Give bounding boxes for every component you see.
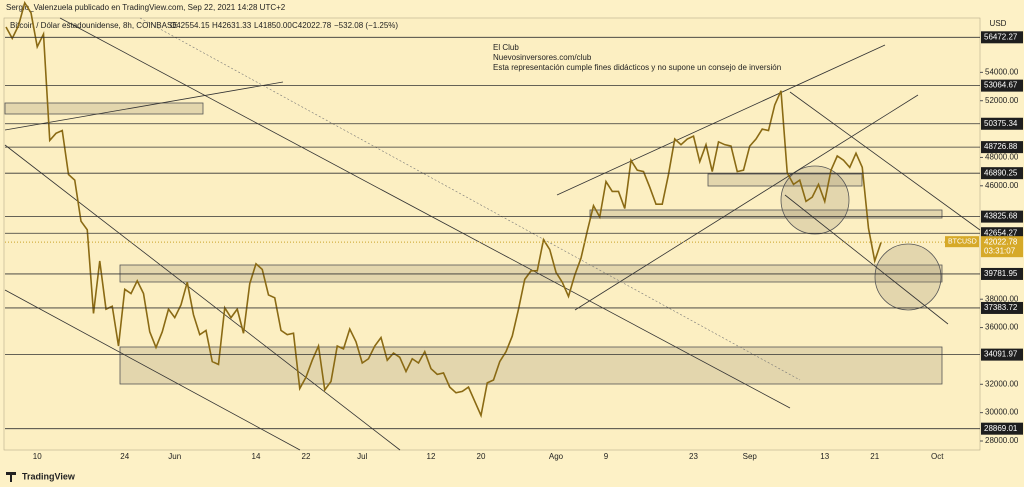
zone — [589, 209, 943, 219]
y-tick-label: 54000.00 — [985, 67, 1019, 76]
x-tick-label: 23 — [689, 452, 698, 461]
level-badge — [981, 117, 1023, 130]
level-badge — [981, 31, 1023, 44]
plot-area — [3, 17, 981, 451]
trendline — [59, 17, 791, 409]
y-tick-label: 30000.00 — [985, 408, 1019, 417]
y-tick-label: 48000.00 — [985, 153, 1019, 162]
symbol: Bitcoin / Dólar estadounidense, 8h, COIN… — [10, 21, 178, 30]
x-tick-label: 24 — [120, 452, 129, 461]
level-label: 50375.34 — [984, 119, 1018, 128]
y-tick-label: 52000.00 — [985, 96, 1019, 105]
symbol-label: BTCUSD — [948, 239, 977, 246]
level-badge — [981, 141, 1023, 154]
y-tick-label: 36000.00 — [985, 323, 1019, 332]
level-label: 46890.25 — [984, 168, 1018, 177]
zone — [707, 173, 863, 187]
annotation: Esta representación cumple fines didácti… — [493, 63, 781, 72]
y-tick-label: 28000.00 — [985, 436, 1019, 445]
x-tick-label: Jun — [168, 452, 181, 461]
price-label: 42022.78 — [984, 237, 1018, 246]
circle — [874, 243, 942, 311]
currency: USD — [990, 19, 1007, 28]
level-label: 34091.97 — [984, 350, 1018, 359]
x-tick-label: 21 — [870, 452, 879, 461]
y-tick-label: 38000.00 — [985, 294, 1019, 303]
zone — [119, 346, 943, 385]
level-label: 53064.67 — [984, 81, 1018, 90]
x-tick-label: Ago — [549, 452, 564, 461]
annotation: Nuevosinversores.com/club — [493, 53, 592, 62]
brand: TradingView — [22, 471, 76, 481]
ohlc: −532.08 (−1.25%) — [334, 21, 398, 30]
trendline — [4, 144, 401, 451]
trendline — [789, 91, 981, 231]
ohlc: C42022.78 — [292, 21, 332, 30]
level-label: 28869.01 — [984, 424, 1018, 433]
zone — [4, 102, 204, 115]
price-badge — [981, 236, 1023, 258]
x-tick-label: Sep — [743, 452, 758, 461]
trendline — [556, 44, 886, 196]
level-label: 48726.88 — [984, 142, 1018, 151]
trendline — [4, 81, 284, 131]
x-tick-label: 12 — [427, 452, 436, 461]
drawings — [4, 17, 981, 451]
level-badge — [981, 167, 1023, 180]
price-line — [5, 0, 882, 419]
x-tick-label: 13 — [820, 452, 829, 461]
ohlc: H42631.33 — [212, 21, 252, 30]
x-tick-label: Oct — [931, 452, 944, 461]
symbol-badge — [945, 236, 979, 248]
x-tick-label: 22 — [302, 452, 311, 461]
ohlc: L41850.00 — [254, 21, 292, 30]
zone — [119, 264, 943, 283]
level-badge — [981, 301, 1023, 314]
level-badge — [981, 79, 1023, 92]
level-label: 56472.27 — [984, 32, 1018, 41]
y-tick-label: 32000.00 — [985, 379, 1019, 388]
level-label: 39781.95 — [984, 269, 1018, 278]
x-tick-label: Jul — [357, 452, 367, 461]
level-label: 42654.27 — [984, 228, 1018, 237]
trendline — [4, 289, 301, 451]
x-tick-label: 9 — [604, 452, 609, 461]
level-label: 37383.72 — [984, 303, 1018, 312]
level-badge — [981, 348, 1023, 361]
y-tick-label: 46000.00 — [985, 181, 1019, 190]
level-badge — [981, 422, 1023, 435]
logo — [6, 472, 16, 482]
countdown: 03:31:07 — [984, 246, 1016, 255]
trendline — [139, 17, 801, 381]
ohlc: O42554.15 — [170, 21, 210, 30]
level-label: 43825.68 — [984, 212, 1018, 221]
level-badge — [981, 267, 1023, 280]
annotation: El Club — [493, 43, 519, 52]
level-badge — [981, 210, 1023, 223]
author: Sergio_Valenzuela publicado en TradingVi… — [6, 3, 286, 12]
x-tick-label: 14 — [252, 452, 261, 461]
x-tick-label: 20 — [477, 452, 486, 461]
x-tick-label: 10 — [33, 452, 42, 461]
